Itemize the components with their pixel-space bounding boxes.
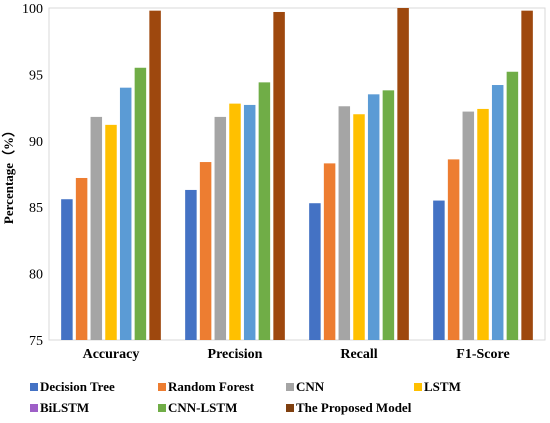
bar-bilstm-recall [367,94,380,340]
y-axis-title: Percentage（%） [1,124,16,224]
bar-bilstm-precision [243,104,256,340]
bar-bilstm-f1-score [491,85,504,341]
y-tick-label: 85 [29,201,43,216]
bar-the-proposed-model-f1-score [521,10,533,340]
legend: Decision Tree Random Forest CNN LSTM BiLSTM C… [30,379,461,415]
bar-lstm-accuracy [105,124,117,340]
legend-label: BiLSTM [40,400,89,415]
bar-the-proposed-model-precision [273,11,285,340]
legend-label: Decision Tree [40,379,115,394]
legend-label: The Proposed Model [296,400,412,415]
y-tick-label: 80 [29,268,43,283]
legend-swatch [30,404,38,412]
bar-decision-tree-f1-score [433,200,445,340]
legend-swatch [30,383,38,391]
bar-cnn-lstm-recall [382,90,395,340]
bar-random-forest-precision [199,162,212,340]
y-tick-label: 100 [22,2,43,17]
bar-lstm-f1-score [477,108,489,341]
bar-lstm-recall [353,114,365,341]
plot-border [48,7,546,341]
legend-swatch [286,383,294,391]
legend-label: LSTM [424,379,461,394]
bar-the-proposed-model-accuracy [149,10,161,340]
bar-the-proposed-model-recall [397,8,409,340]
y-tick-label: 75 [29,334,43,349]
legend-swatch [414,383,422,391]
x-category-label: Recall [340,347,377,362]
bar-decision-tree-recall [309,203,321,340]
bar-decision-tree-precision [185,189,197,340]
bar-cnn-lstm-f1-score [506,71,519,341]
y-tick-label: 95 [29,68,43,83]
legend-swatch [158,404,166,412]
x-category-label: Accuracy [83,347,140,362]
legend-label: CNN-LSTM [168,400,237,415]
plot-area [48,7,546,341]
bar-decision-tree-accuracy [61,199,73,340]
legend-swatch [158,383,166,391]
bar-cnn-precision [214,116,227,341]
legend-label: Random Forest [168,379,255,394]
bar-cnn-lstm-precision [258,82,271,341]
y-tick-label: 90 [29,135,43,150]
bar-random-forest-recall [323,163,336,340]
legend-label: CNN [296,379,325,394]
x-category-label: Precision [208,347,263,362]
bar-cnn-recall [338,106,351,341]
x-category-label: F1-Score [456,347,509,362]
bar-cnn-accuracy [90,116,103,341]
bar-random-forest-f1-score [447,159,460,340]
y-axis-ticks: 75 80 85 90 95 100 [22,2,43,349]
bar-random-forest-accuracy [75,177,88,340]
legend-swatch [286,404,294,412]
bar-lstm-precision [229,103,241,341]
x-axis-labels: Accuracy Precision Recall F1-Score [83,347,510,362]
bar-cnn-f1-score [462,111,475,340]
bar-bilstm-accuracy [119,87,132,341]
bar-cnn-lstm-accuracy [134,67,147,340]
bars-group [61,8,533,341]
